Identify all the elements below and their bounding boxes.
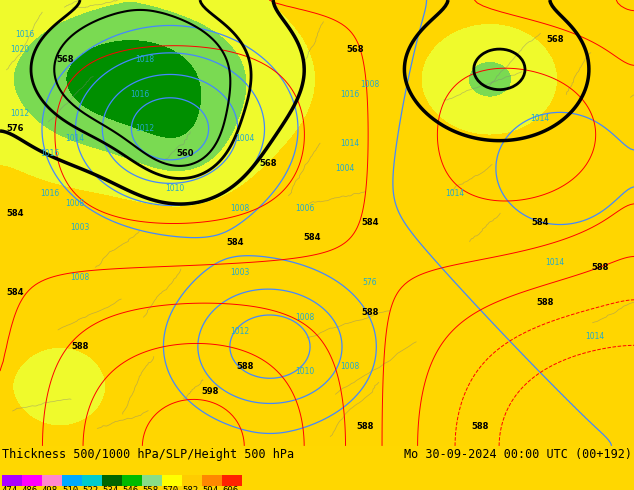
Text: 1012: 1012 xyxy=(136,124,155,133)
Text: 584: 584 xyxy=(226,238,243,247)
Text: 570: 570 xyxy=(162,487,178,490)
Text: 584: 584 xyxy=(6,209,23,218)
Text: 588: 588 xyxy=(236,362,254,371)
Bar xyxy=(182,475,202,486)
Text: 522: 522 xyxy=(82,487,98,490)
Text: 582: 582 xyxy=(182,487,198,490)
Text: 1008: 1008 xyxy=(295,313,314,321)
Text: 1014: 1014 xyxy=(531,114,550,123)
Text: 568: 568 xyxy=(259,159,277,168)
Text: 1003: 1003 xyxy=(70,223,89,232)
Text: 1008: 1008 xyxy=(70,273,89,282)
Text: 474: 474 xyxy=(2,487,18,490)
Text: 1012: 1012 xyxy=(230,327,250,337)
Text: 588: 588 xyxy=(536,298,553,307)
Text: 1008: 1008 xyxy=(65,198,84,208)
Text: 588: 588 xyxy=(71,343,89,351)
Text: 1020: 1020 xyxy=(10,45,30,54)
Text: 568: 568 xyxy=(346,45,364,54)
Text: 568: 568 xyxy=(547,35,564,44)
Bar xyxy=(62,475,82,486)
Text: 584: 584 xyxy=(361,219,378,227)
Bar xyxy=(102,475,122,486)
Text: 1018: 1018 xyxy=(136,55,155,64)
Bar xyxy=(202,475,222,486)
Text: 584: 584 xyxy=(6,288,23,297)
Text: 1008: 1008 xyxy=(340,362,359,371)
Text: 1004: 1004 xyxy=(335,164,354,173)
Text: 588: 588 xyxy=(592,263,609,272)
Text: 598: 598 xyxy=(202,387,219,396)
Text: 546: 546 xyxy=(122,487,138,490)
Text: 1016: 1016 xyxy=(41,149,60,158)
Text: 1016: 1016 xyxy=(41,189,60,198)
Text: 1012: 1012 xyxy=(10,109,30,119)
Text: 1004: 1004 xyxy=(235,134,255,143)
Text: 606: 606 xyxy=(222,487,238,490)
Text: 510: 510 xyxy=(62,487,78,490)
Text: 1003: 1003 xyxy=(230,268,250,277)
Text: 1010: 1010 xyxy=(295,367,314,376)
Text: 558: 558 xyxy=(142,487,158,490)
Bar xyxy=(82,475,102,486)
Text: 588: 588 xyxy=(471,421,489,431)
Bar xyxy=(222,475,242,486)
Text: 1008: 1008 xyxy=(360,80,380,89)
Text: 1014: 1014 xyxy=(445,189,465,198)
Text: Thickness 500/1000 hPa/SLP/Height 500 hPa: Thickness 500/1000 hPa/SLP/Height 500 hP… xyxy=(2,448,294,461)
Text: 1014: 1014 xyxy=(65,134,84,143)
Bar xyxy=(142,475,162,486)
Text: 1006: 1006 xyxy=(295,203,314,213)
Text: 534: 534 xyxy=(102,487,118,490)
Text: Mo 30-09-2024 00:00 UTC (00+192): Mo 30-09-2024 00:00 UTC (00+192) xyxy=(404,448,632,461)
Text: 486: 486 xyxy=(22,487,38,490)
Text: 584: 584 xyxy=(531,219,549,227)
Bar xyxy=(162,475,182,486)
Text: 568: 568 xyxy=(56,55,74,64)
Text: 498: 498 xyxy=(42,487,58,490)
Text: 1014: 1014 xyxy=(545,258,565,267)
Text: 576: 576 xyxy=(6,124,23,133)
Text: 1008: 1008 xyxy=(230,203,250,213)
Text: 1014: 1014 xyxy=(585,332,605,342)
Bar xyxy=(42,475,62,486)
Text: 560: 560 xyxy=(176,149,194,158)
Text: 1014: 1014 xyxy=(340,139,359,148)
Text: 594: 594 xyxy=(202,487,218,490)
Bar xyxy=(2,475,22,486)
Bar xyxy=(22,475,42,486)
Text: 1016: 1016 xyxy=(340,90,359,98)
Text: 1016: 1016 xyxy=(131,90,150,98)
Text: 1010: 1010 xyxy=(165,184,184,193)
Text: 1016: 1016 xyxy=(15,30,35,39)
Text: 576: 576 xyxy=(363,278,377,287)
Bar xyxy=(122,475,142,486)
Text: 584: 584 xyxy=(303,233,321,243)
Text: 588: 588 xyxy=(361,308,378,317)
Text: 588: 588 xyxy=(356,421,373,431)
